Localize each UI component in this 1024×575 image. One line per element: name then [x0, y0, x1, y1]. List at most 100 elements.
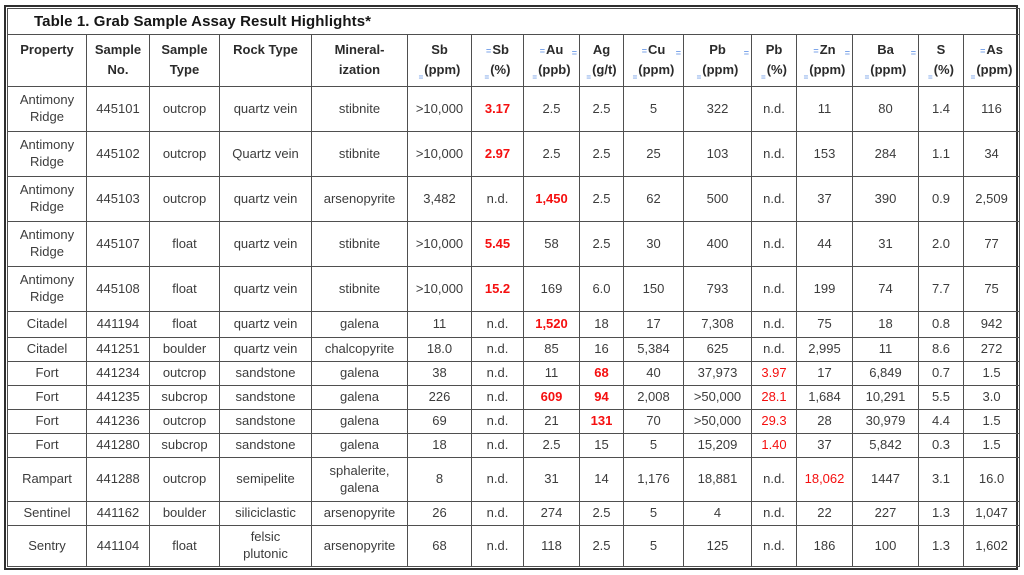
- column-unit: (%): [490, 61, 511, 77]
- cell-value: 6,849: [869, 365, 902, 381]
- cell-mineralization: galena: [311, 311, 408, 338]
- cell-ag-gt: 2.5: [579, 501, 624, 526]
- cell-rock-type: semipelite: [219, 457, 312, 502]
- cell-value: 8: [435, 471, 444, 487]
- column-title: Sb: [492, 42, 509, 57]
- cell-value: 94: [594, 389, 609, 405]
- cell-value: Fort: [35, 413, 59, 429]
- cell-sample-type: outcrop: [149, 457, 220, 502]
- cell-cu-ppm: 70: [623, 409, 684, 434]
- cell-value: 131: [590, 413, 613, 429]
- cell-value: 445107: [96, 235, 140, 251]
- cell-value: 0.3: [931, 437, 951, 453]
- cell-sample-type: boulder: [149, 337, 220, 362]
- cell-value: outcrop: [162, 100, 207, 116]
- cell-value: 1,520: [535, 316, 568, 332]
- cell-value: 390: [874, 190, 897, 206]
- cell-au-ppb: 11: [523, 361, 580, 386]
- cell-value: 441235: [96, 389, 140, 405]
- cell-value: 0.8: [931, 316, 951, 332]
- cell-as-ppm: 16.0: [962, 457, 1021, 502]
- cell-ba-ppm: 31: [852, 221, 919, 267]
- cell-sample-type: subcrop: [149, 385, 220, 410]
- cell-sb-ppm: >10,000: [407, 221, 472, 267]
- column-header-as-ppm: =As =(ppm): [962, 34, 1021, 87]
- cell-value: Citadel: [26, 341, 68, 357]
- cell-sample-type: outcrop: [149, 409, 220, 434]
- cell-pb-ppm: 4: [683, 501, 752, 526]
- proofing-mark-icon: =: [675, 48, 681, 58]
- cell-ba-ppm: 390: [852, 176, 919, 222]
- table-row: Fort 441234 outcrop sandstone galena 38 n.d. 11…: [7, 361, 1021, 386]
- cell-s-pct: 4.4: [918, 409, 964, 434]
- cell-pb-pct: n.d.: [751, 311, 797, 338]
- cell-rock-type: quartz vein: [219, 266, 312, 312]
- column-header-rock-type: Rock Type: [219, 34, 312, 87]
- cell-sample-no: 441162: [86, 501, 150, 526]
- cell-value: 150: [642, 280, 665, 296]
- cell-value: quartz vein: [233, 235, 298, 251]
- cell-cu-ppm: 30: [623, 221, 684, 267]
- cell-ba-ppm: 6,849: [852, 361, 919, 386]
- cell-au-ppb: 2.5: [523, 433, 580, 458]
- proofing-mark-icon: =: [486, 46, 492, 56]
- cell-mineralization: galena: [311, 433, 408, 458]
- column-header-property: Property: [7, 34, 87, 87]
- cell-s-pct: 1.1: [918, 131, 964, 177]
- cell-s-pct: 7.7: [918, 266, 964, 312]
- cell-cu-ppm: 40: [623, 361, 684, 386]
- cell-value: >50,000: [693, 413, 742, 429]
- cell-value: 116: [981, 100, 1002, 116]
- cell-value: n.d.: [763, 190, 785, 206]
- cell-value: 75: [817, 316, 832, 332]
- cell-value: 272: [980, 341, 1003, 357]
- proofing-mark-icon: =: [928, 72, 933, 82]
- column-title: Property: [20, 42, 74, 57]
- cell-pb-pct: n.d.: [751, 86, 797, 132]
- cell-value: quartz vein: [233, 280, 298, 296]
- cell-value: n.d.: [486, 316, 509, 332]
- table-body: Antimony Ridge 445101 outcrop quartz vein st…: [7, 86, 1021, 567]
- column-title: Ba: [877, 42, 894, 57]
- cell-as-ppm: 272: [962, 337, 1021, 362]
- cell-value: 322: [706, 100, 729, 116]
- cell-value: 69: [432, 413, 447, 429]
- cell-value: galena: [339, 413, 380, 429]
- cell-value: 2.5: [542, 145, 561, 161]
- cell-value: 34: [984, 145, 999, 161]
- cell-as-ppm: 77: [962, 221, 1021, 267]
- cell-property: Fort: [7, 433, 87, 458]
- cell-sb-ppm: 69: [407, 409, 472, 434]
- cell-value: 609: [540, 389, 563, 405]
- cell-value: 2.5: [592, 145, 611, 161]
- cell-value: 3,482: [423, 190, 456, 206]
- proofing-mark-icon: =: [532, 72, 538, 82]
- cell-value: 227: [874, 505, 897, 521]
- cell-value: 15.2: [484, 280, 511, 296]
- cell-sample-type: boulder: [149, 501, 220, 526]
- cell-value: 0.9: [931, 190, 951, 206]
- cell-value: 26: [432, 505, 447, 521]
- cell-property: Antimony Ridge: [7, 86, 87, 132]
- cell-ba-ppm: 10,291: [852, 385, 919, 410]
- cell-property: Fort: [7, 361, 87, 386]
- cell-mineralization: stibnite: [311, 131, 408, 177]
- column-title: Rock Type: [233, 42, 298, 57]
- cell-zn-ppm: 11: [796, 86, 853, 132]
- cell-value: galena: [339, 437, 380, 453]
- cell-value: 2,509: [975, 190, 1008, 206]
- cell-cu-ppm: 25: [623, 131, 684, 177]
- cell-value: arsenopyrite: [323, 190, 396, 206]
- proofing-mark-icon: =: [632, 72, 638, 82]
- cell-zn-ppm: 17: [796, 361, 853, 386]
- cell-value: 441234: [96, 365, 140, 381]
- column-unit: (%): [933, 61, 954, 77]
- cell-value: n.d.: [486, 190, 509, 206]
- cell-value: 3.17: [484, 100, 511, 116]
- cell-sb-pct: 5.45: [471, 221, 524, 267]
- cell-value: arsenopyrite: [323, 505, 396, 521]
- proofing-mark-icon: =: [696, 72, 702, 82]
- cell-property: Antimony Ridge: [7, 221, 87, 267]
- cell-value: 1447: [871, 471, 900, 487]
- cell-pb-ppm: >50,000: [683, 409, 752, 434]
